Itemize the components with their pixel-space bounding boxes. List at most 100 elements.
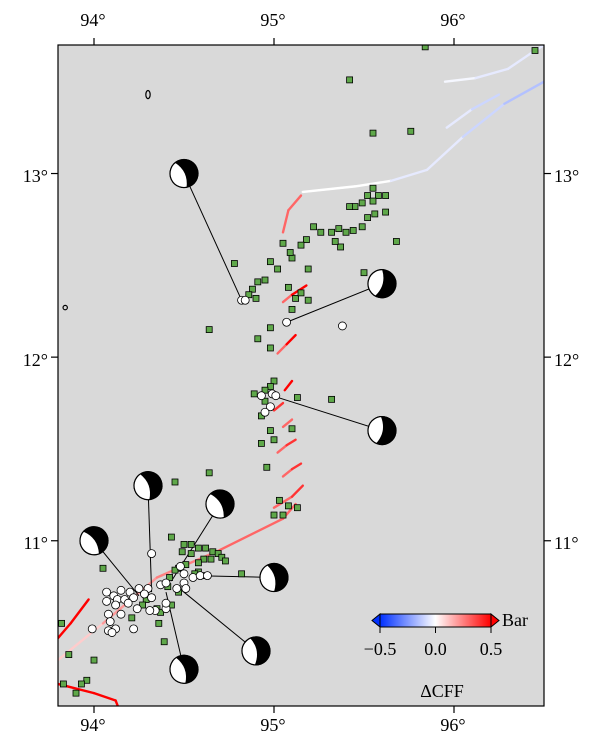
aftershock-49 — [266, 344, 274, 352]
aftershock-67 — [293, 504, 301, 512]
aftershock-60 — [257, 440, 265, 447]
aftershock-7 — [374, 192, 382, 199]
focal-light-quadrant-2 — [367, 416, 384, 444]
right-tick-1: 12° — [554, 350, 579, 370]
focal-light-quadrant-1 — [367, 269, 384, 296]
fault-segment-8-0 — [272, 495, 294, 509]
fault-segment-9-3 — [218, 517, 285, 552]
aftershock-38 — [284, 283, 292, 291]
axis-ticks — [51, 38, 551, 713]
aftershock-2 — [346, 76, 354, 84]
top-tick-1: 95° — [260, 10, 285, 30]
fault-segment-1-0 — [281, 293, 294, 304]
aftershock-39 — [248, 285, 256, 293]
earthquake-45 — [145, 606, 155, 615]
focal-mechanism-0 — [169, 158, 199, 189]
earthquake-41 — [129, 624, 139, 634]
left-tick-1: 12° — [23, 350, 48, 370]
fault-segment-7-1 — [290, 462, 303, 471]
colorbar-gradient — [379, 613, 492, 628]
colorbar-tick-label-neg: −0.5 — [364, 639, 397, 659]
aftershock-32 — [266, 258, 274, 266]
aftershock-64 — [171, 478, 179, 486]
aftershock-29 — [360, 269, 368, 277]
focal-outline-6 — [259, 562, 289, 593]
focal-light-quadrant-0 — [169, 162, 187, 188]
fault-segment-7-0 — [281, 467, 294, 478]
colorbar: −0.5 0.0 0.5 Bar ΔCFF — [364, 610, 528, 701]
aftershock-106 — [83, 676, 91, 684]
focal-mechanism-2 — [367, 415, 397, 446]
focal-light-quadrant-3 — [133, 474, 150, 500]
aftershock-70 — [167, 533, 175, 541]
focal-outline-4 — [205, 489, 235, 519]
fault-segment-11-1 — [92, 691, 117, 702]
fault-segment-16-1 — [470, 93, 501, 111]
earthquake-16 — [181, 584, 191, 593]
aftershock-19 — [349, 227, 357, 234]
aftershock-48 — [254, 335, 262, 343]
aftershock-30 — [392, 238, 400, 245]
earthquake-23 — [116, 585, 126, 595]
fault-segment-8-1 — [290, 484, 304, 498]
earthquake-10 — [175, 562, 185, 571]
focal-outline-5 — [79, 526, 109, 556]
colorbar-title: ΔCFF — [420, 681, 464, 701]
aftershock-66 — [284, 502, 292, 510]
earthquake-34 — [116, 609, 126, 619]
fault-segment-4-0 — [272, 401, 285, 412]
colorbar-right-arrow — [490, 612, 500, 629]
aftershock-43 — [304, 296, 312, 304]
fault-segment-2-1 — [285, 333, 297, 346]
focal-mechanisms — [79, 158, 397, 684]
aftershock-34 — [274, 265, 282, 273]
aftershock-76 — [202, 544, 210, 552]
aftershock-59 — [288, 425, 296, 433]
aftershock-21 — [310, 223, 318, 231]
earthquake-9 — [147, 549, 157, 559]
fault-segment-0-1 — [287, 194, 303, 212]
right-tick-0: 13° — [554, 166, 579, 186]
aftershock-53 — [250, 390, 258, 398]
fault-segment-2-0 — [276, 343, 288, 355]
aftershock-51 — [266, 383, 274, 390]
aftershock-1 — [531, 47, 539, 54]
aftershock-9 — [369, 197, 377, 205]
aftershock-20 — [358, 223, 366, 231]
earthquake-17 — [172, 584, 182, 593]
colorbar-unit: Bar — [502, 610, 528, 630]
bottom-tick-0: 94° — [80, 715, 105, 735]
aftershock-58 — [266, 427, 274, 434]
earthquake-11 — [179, 569, 189, 579]
fault-segment-3-0 — [283, 379, 294, 392]
aftershock-14 — [382, 208, 390, 216]
focal-outline-8 — [169, 654, 199, 684]
aftershock-81 — [200, 555, 208, 563]
aftershock-73 — [178, 548, 186, 556]
aftershock-75 — [194, 544, 202, 552]
aftershock-33 — [230, 260, 238, 267]
earthquake-12 — [188, 573, 198, 582]
earthquake-14 — [202, 571, 212, 581]
aftershock-82 — [207, 555, 215, 563]
aftershock-62 — [263, 463, 271, 471]
focal-light-quadrant-4 — [205, 494, 224, 519]
focal-light-quadrant-8 — [169, 657, 186, 684]
focal-connector-0 — [183, 173, 243, 301]
focal-outline-2 — [367, 415, 397, 446]
aftershock-0 — [421, 45, 429, 51]
earthquake-markers — [87, 295, 347, 637]
fault-segment-13-2 — [389, 168, 429, 183]
focal-mechanism-7 — [241, 636, 271, 666]
aftershock-3 — [369, 129, 377, 137]
aftershock-45 — [288, 305, 296, 313]
aftershock-12 — [346, 203, 354, 210]
aftershock-35 — [304, 265, 312, 273]
fault-segment-14-0 — [425, 135, 465, 172]
earthquake-6 — [265, 402, 275, 412]
earthquake-19 — [161, 578, 171, 588]
focal-connector-7 — [174, 584, 257, 652]
left-tick-0: 13° — [23, 166, 48, 186]
aftershock-102 — [160, 638, 168, 646]
aftershock-8 — [382, 192, 390, 199]
